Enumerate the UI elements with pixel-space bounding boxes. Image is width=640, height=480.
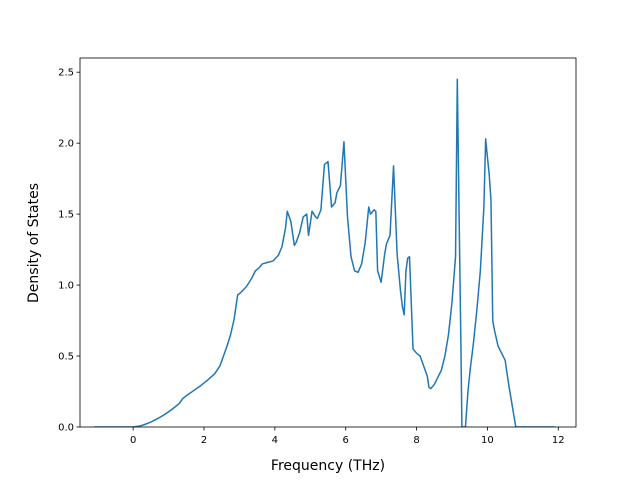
y-tick-label: 2.5 [58, 68, 74, 79]
x-tick-label: 2 [201, 435, 207, 446]
plot-area [79, 57, 577, 428]
y-tick-label: 0.0 [58, 423, 74, 434]
x-tick-label: 8 [413, 435, 419, 446]
y-tick-label: 1.5 [58, 210, 74, 221]
x-tick-label: 10 [481, 435, 494, 446]
x-tick-label: 0 [130, 435, 136, 446]
x-tick-label: 4 [272, 435, 278, 446]
x-tick-label: 12 [552, 435, 565, 446]
dos-series-line [94, 78, 555, 427]
axis-ticks: 0 2 4 6 8 10 12 0.0 0.5 1.0 1.5 2.0 2.5 [58, 68, 565, 446]
y-tick-label: 2.0 [58, 139, 74, 150]
x-tick-label: 6 [343, 435, 349, 446]
x-axis-label: Frequency (THz) [271, 458, 385, 474]
y-tick-label: 0.5 [58, 352, 74, 363]
y-axis-label: Density of States [26, 183, 42, 303]
y-tick-label: 1.0 [58, 281, 74, 292]
axes-frame [79, 57, 577, 428]
